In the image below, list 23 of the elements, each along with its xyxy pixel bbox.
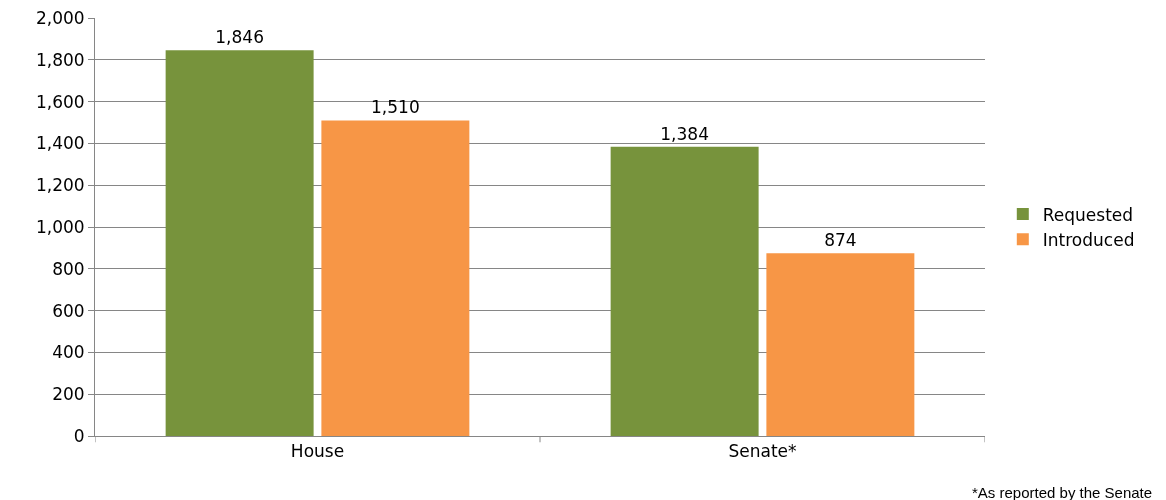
legend-label: Introduced [1042, 229, 1135, 250]
bar [766, 253, 915, 436]
data-label: 1,510 [371, 97, 420, 118]
y-tick-label: 2,000 [35, 7, 85, 28]
y-tick-label: 1,800 [35, 49, 85, 70]
bar [321, 120, 470, 436]
y-tick-label: 800 [52, 258, 85, 279]
data-label: 1,384 [660, 123, 709, 144]
y-tick-label: 200 [52, 384, 85, 405]
bar [165, 50, 314, 436]
legend-label: Requested [1042, 204, 1134, 225]
bar [610, 146, 759, 436]
x-tick-label: House [290, 441, 345, 462]
y-tick-label: 1,200 [35, 175, 85, 196]
y-tick-label: 600 [52, 300, 85, 321]
y-tick-label: 400 [52, 342, 85, 363]
y-tick-label: 1,600 [35, 91, 85, 112]
y-tick-label: 0 [73, 425, 85, 446]
data-label: 1,846 [215, 27, 264, 48]
y-tick-label: 1,000 [35, 216, 85, 237]
y-tick-label: 1,400 [35, 133, 85, 154]
x-tick-label: Senate* [728, 441, 797, 462]
data-label: 874 [824, 230, 857, 251]
